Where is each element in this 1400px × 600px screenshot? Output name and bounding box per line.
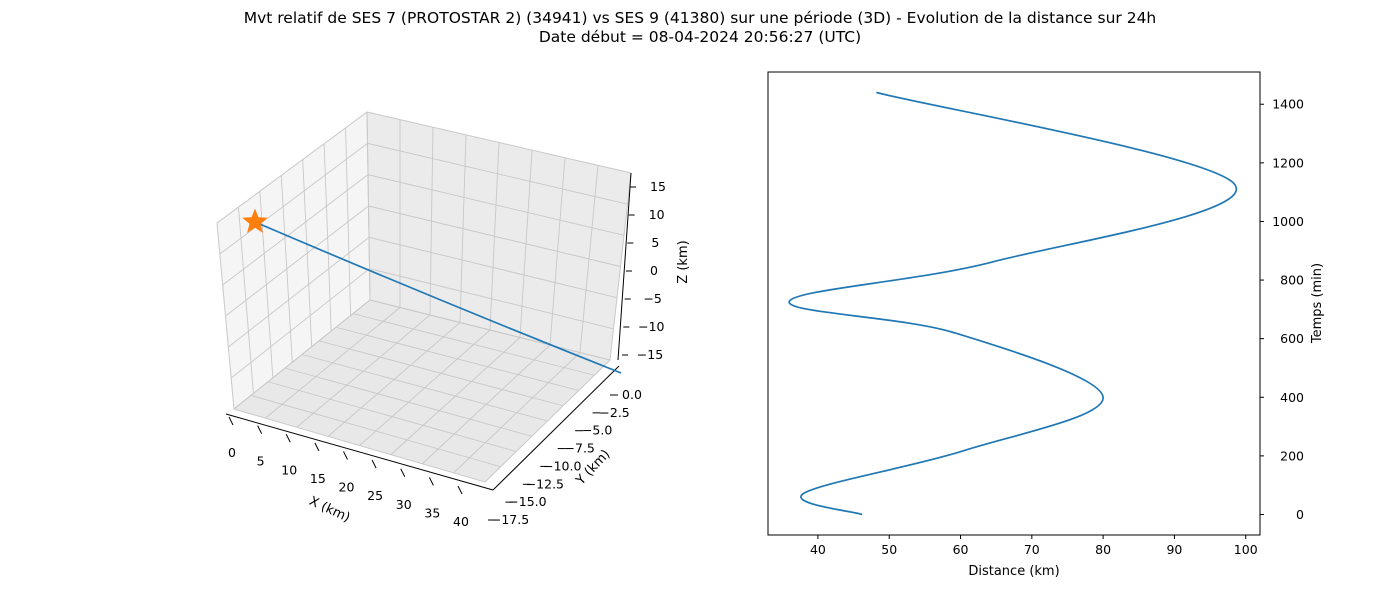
x-tick-mark (285, 434, 291, 443)
grid-line (228, 236, 370, 348)
z-axis-label-3d: Z (km) (676, 240, 691, 283)
z-tick-label: 0 (650, 263, 658, 278)
grid-line (219, 142, 368, 255)
chart-title: Mvt relatif de SES 7 (PROTOSTAR 2) (3494… (0, 9, 1400, 47)
z-tick-label: −15 (637, 347, 663, 362)
y-tick-label: 800 (1280, 273, 1304, 288)
x-axis-line (225, 413, 494, 491)
y-axis-3d (492, 365, 620, 491)
grid-line (233, 408, 486, 483)
grid-line (369, 299, 611, 361)
x-tick-label: 30 (396, 497, 412, 512)
grid-line (250, 394, 501, 468)
plot-2d: 40 50 60 70 80 90 100 0 200 400 600 800 1000 1200 140… (767, 71, 1325, 579)
x-tick-mark (457, 485, 463, 495)
x-tick-label: 60 (953, 542, 969, 557)
title-line-2: Date début = 08-04-2024 20:56:27 (UTC) (538, 28, 862, 46)
grid-line (369, 268, 614, 330)
grid-line (368, 205, 621, 267)
z-tick-label: −10 (638, 319, 664, 334)
grid-line (484, 359, 611, 483)
x-tick-label: 90 (1166, 542, 1182, 557)
z-axis-line (617, 172, 632, 361)
tick-labels-3d: 0 5 10 15 20 25 30 35 40 0.0 −2.5 −5.0 −7.5 −10.0 −12.… (228, 179, 666, 529)
y-tick-label: −2.5 (599, 405, 629, 420)
x-tick-mark (343, 451, 348, 460)
star-marker (242, 208, 268, 233)
y-ticks-2d: 0 200 400 600 800 1000 1200 1400 (1260, 97, 1304, 522)
y-tick-label: 600 (1280, 331, 1304, 346)
x-tick-mark (228, 416, 234, 426)
grid-line (284, 367, 532, 437)
z-tick-label: 5 (651, 235, 659, 250)
grid-line (421, 344, 551, 465)
z-tick-label: −5 (643, 291, 661, 306)
x-tick-label: 20 (339, 480, 355, 495)
y-axis-label-2d: Temps (min) (1310, 263, 1325, 344)
x-tick-label: 5 (257, 454, 265, 469)
x-axis-label-3d: X (km) (307, 494, 353, 526)
grid-line (301, 354, 548, 422)
plot-frame (767, 71, 1261, 536)
distance-line (788, 91, 1238, 516)
x-tick-label: 50 (881, 542, 897, 557)
grid-line (367, 174, 625, 236)
plot-3d: 0 5 10 15 20 25 30 35 40 0.0 −2.5 −5.0 −7.5 −10.0 −12.… (216, 111, 691, 529)
trajectory-line (254, 221, 622, 374)
y-tick-label: −15.0 (508, 494, 546, 509)
grid-line (267, 381, 517, 452)
x-tick-label: 0 (228, 445, 236, 460)
x-tick-label: 25 (367, 488, 383, 503)
grid-line (367, 142, 628, 205)
x-tick-label: 40 (453, 514, 469, 529)
y-tick-label: −7.5 (565, 441, 595, 456)
z-tick-label: 10 (649, 207, 665, 222)
grid-line (230, 268, 370, 379)
x-tick-mark (400, 468, 406, 477)
x-tick-mark (428, 477, 434, 486)
y-tick-label: 400 (1280, 390, 1304, 405)
y-tick-label: −10.0 (543, 458, 581, 473)
grid-3d (216, 111, 632, 483)
x-tick-mark (257, 425, 263, 434)
x-axis-3d (225, 413, 494, 491)
z-tick-label: 15 (650, 179, 666, 194)
y-tick-label: 1200 (1272, 155, 1304, 170)
y-tick-label: 200 (1280, 448, 1304, 463)
y-axis-line (492, 365, 620, 491)
y-tick-label: 0.0 (622, 387, 642, 402)
grid-line (222, 174, 369, 286)
grid-line (390, 337, 521, 455)
y-tick-label: −5.0 (582, 423, 612, 438)
y-tick-label: −17.5 (491, 512, 529, 527)
grid-line (453, 352, 581, 474)
x-tick-mark (371, 459, 377, 469)
y-tick-label: 1400 (1272, 97, 1304, 112)
y-tick-label: 1000 (1272, 214, 1304, 229)
x-tick-label: 10 (281, 462, 297, 477)
x-tick-label: 70 (1024, 542, 1040, 557)
title-line-1: Mvt relatif de SES 7 (PROTOSTAR 2) (3494… (243, 9, 1157, 27)
grid-line (233, 299, 371, 410)
y-tick-label: −12.5 (526, 476, 564, 491)
x-ticks-2d: 40 50 60 70 80 90 100 (810, 535, 1258, 557)
y-tick-label: 0 (1296, 507, 1304, 522)
grid-line (225, 205, 369, 317)
grid-line (368, 236, 618, 299)
x-tick-label: 100 (1234, 542, 1258, 557)
x-tick-label: 40 (810, 542, 826, 557)
x-axis-label-2d: Distance (km) (968, 564, 1059, 579)
grid-line (366, 111, 632, 174)
x-tick-mark (314, 442, 320, 452)
z-axis-3d (617, 172, 632, 361)
grid-line (216, 111, 368, 224)
x-tick-label: 80 (1095, 542, 1111, 557)
x-tick-label: 15 (310, 471, 326, 486)
x-tick-label: 35 (424, 505, 440, 520)
